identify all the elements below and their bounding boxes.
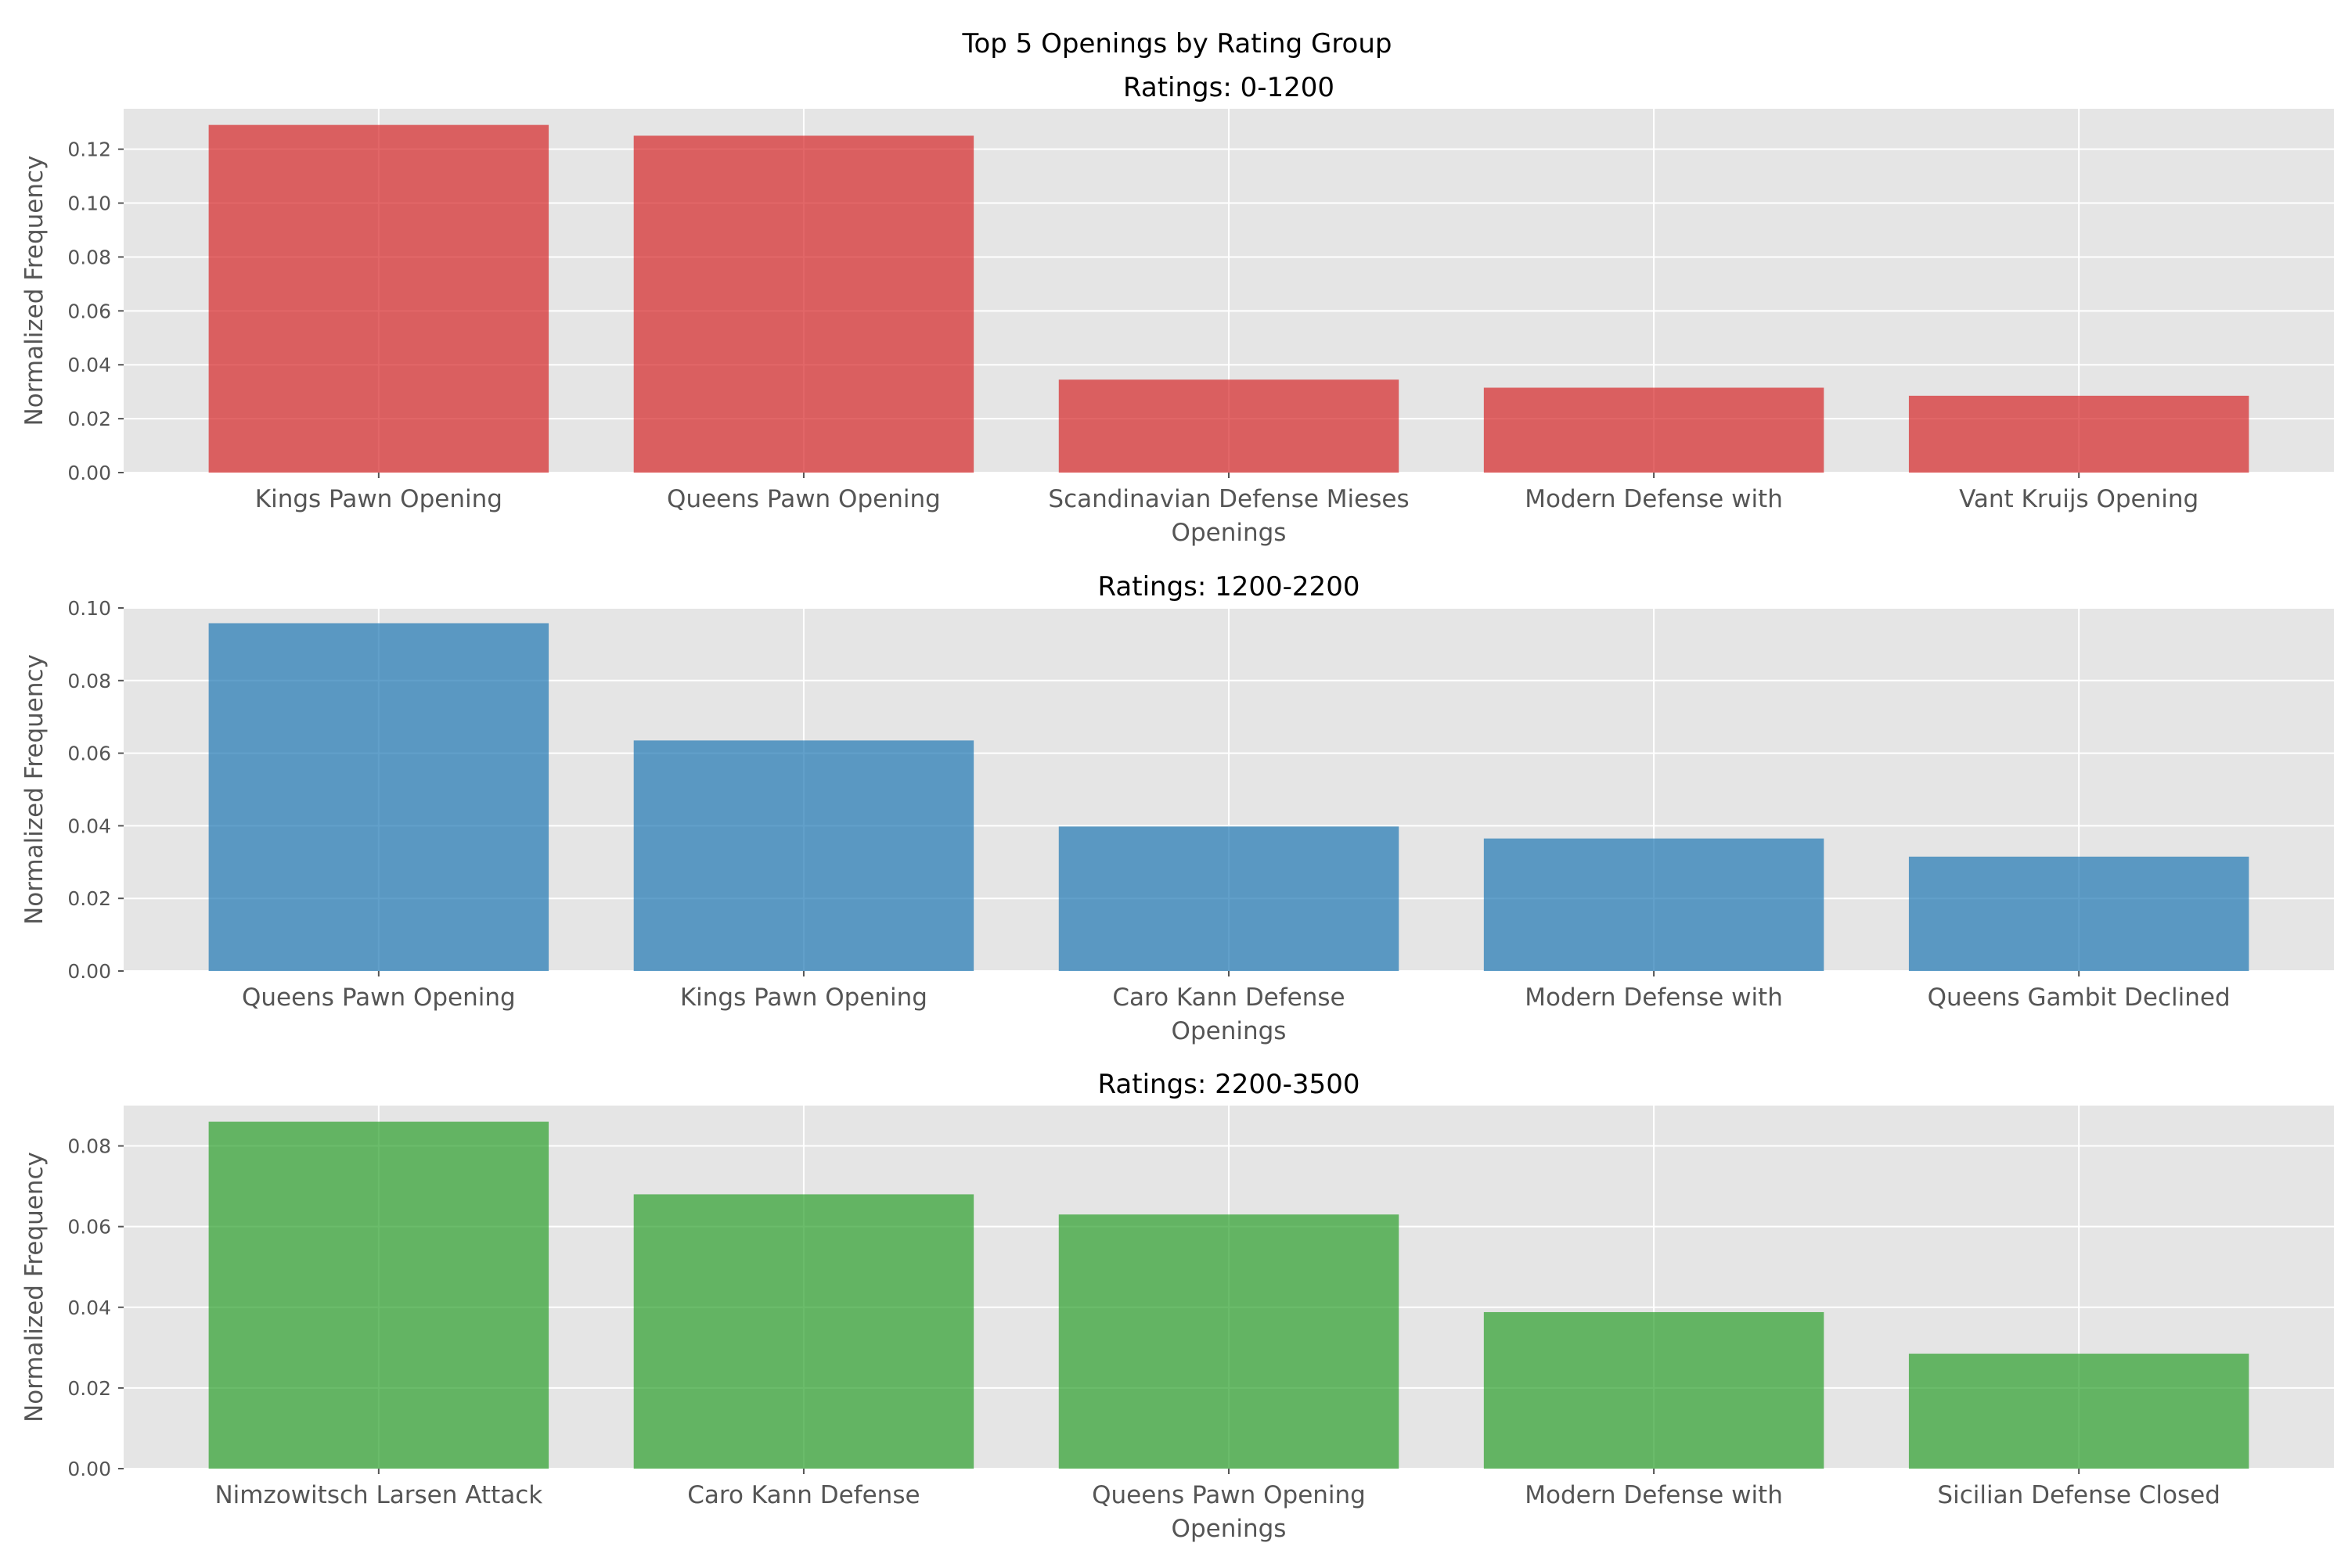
bar [1483, 387, 1824, 473]
y-axis-label: Normalized Frequency [20, 654, 49, 925]
bar [633, 740, 974, 971]
y-tick-label: 0.10 [67, 192, 111, 215]
bar [208, 623, 549, 971]
x-tick-label: Caro Kann Defense [1112, 984, 1345, 1012]
x-tick-label: Queens Pawn Opening [242, 984, 516, 1012]
y-tick-label: 0.06 [67, 300, 111, 322]
y-axis-label: Normalized Frequency [20, 156, 49, 426]
figure-title: Top 5 Openings by Rating Group [962, 28, 1392, 59]
x-tick-label: Queens Gambit Declined [1928, 984, 2231, 1012]
bar [1058, 826, 1399, 971]
y-tick-label: 0.06 [67, 743, 111, 765]
x-tick-label: Nimzowitsch Larsen Attack [214, 1481, 542, 1509]
y-axis-label: Normalized Frequency [20, 1152, 49, 1422]
y-tick-label: 0.06 [67, 1216, 111, 1239]
subplot-title: Ratings: 1200-2200 [1098, 571, 1360, 602]
bar [633, 1194, 974, 1469]
x-tick-label: Modern Defense with [1525, 1481, 1783, 1509]
x-tick-label: Caro Kann Defense [687, 1481, 920, 1509]
bar [1908, 856, 2249, 971]
y-tick-label: 0.04 [67, 1296, 111, 1319]
x-tick-label: Queens Pawn Opening [667, 485, 941, 513]
x-tick-label: Scandinavian Defense Mieses [1048, 485, 1409, 513]
x-tick-label: Queens Pawn Opening [1092, 1481, 1366, 1509]
x-tick-label: Modern Defense with [1525, 485, 1783, 513]
bar [208, 124, 549, 473]
y-tick-label: 0.02 [67, 887, 111, 910]
x-axis-label: Openings [1172, 1515, 1287, 1543]
x-tick-label: Kings Pawn Opening [680, 984, 927, 1012]
bar [1483, 1311, 1824, 1469]
bar [1058, 379, 1399, 473]
x-axis-label: Openings [1172, 1017, 1287, 1045]
subplot-title: Ratings: 2200-3500 [1098, 1069, 1360, 1100]
bar [1908, 1354, 2249, 1469]
y-tick-label: 0.04 [67, 354, 111, 376]
bar [633, 135, 974, 473]
x-tick-label: Kings Pawn Opening [255, 485, 502, 513]
x-axis-label: Openings [1172, 519, 1287, 547]
subplot-low: 0.00 0.02 0.04 0.06 0.08 0.10 0.12 Kings Pawn O… [20, 72, 2334, 547]
subplot-mid: 0.00 0.02 0.04 0.06 0.08 0.10 Queens Pawn Open… [20, 571, 2334, 1045]
y-tick-label: 0.08 [67, 1135, 111, 1158]
y-tick-label: 0.00 [67, 462, 111, 484]
y-tick-label: 0.08 [67, 670, 111, 692]
y-tick-label: 0.10 [67, 597, 111, 620]
y-tick-label: 0.00 [67, 1458, 111, 1480]
bar [1908, 395, 2249, 473]
y-tick-label: 0.12 [67, 138, 111, 161]
y-tick-label: 0.08 [67, 246, 111, 268]
y-tick-label: 0.04 [67, 815, 111, 837]
subplot-high: 0.00 0.02 0.04 0.06 0.08 Nimzowitsch Larsen A… [20, 1069, 2334, 1543]
y-tick-label: 0.02 [67, 408, 111, 430]
bar [1483, 838, 1824, 971]
x-tick-label: Sicilian Defense Closed [1937, 1481, 2220, 1509]
subplot-title: Ratings: 0-1200 [1123, 72, 1334, 103]
bar [1058, 1214, 1399, 1469]
y-tick-label: 0.00 [67, 960, 111, 983]
x-tick-label: Vant Kruijs Opening [1959, 485, 2199, 513]
bar [208, 1121, 549, 1469]
y-tick-label: 0.02 [67, 1377, 111, 1400]
x-tick-label: Modern Defense with [1525, 984, 1783, 1012]
